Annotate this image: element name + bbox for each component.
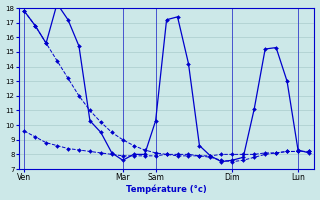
X-axis label: Température (°c): Température (°c)	[126, 185, 207, 194]
